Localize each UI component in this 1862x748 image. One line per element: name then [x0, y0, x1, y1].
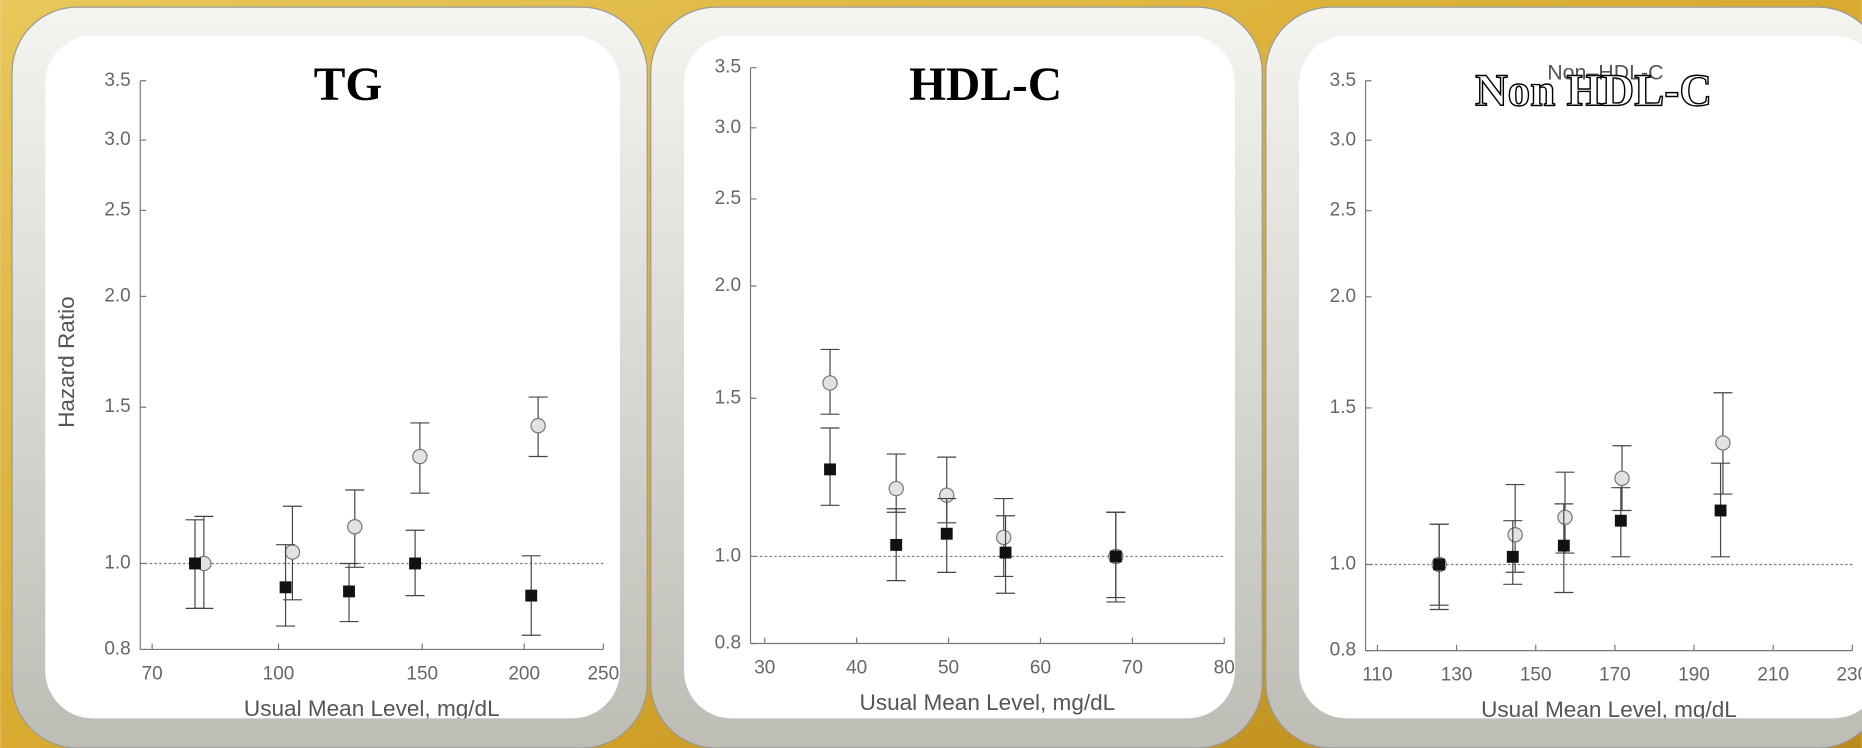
x-tick-label: 200: [508, 663, 540, 684]
point: [343, 585, 355, 598]
x-tick-label: 100: [263, 663, 295, 684]
point: [525, 589, 538, 602]
y-tick-label: 0.8: [104, 638, 130, 659]
y-axis-label: Hazard Ratio: [54, 296, 79, 428]
y-tick-label: 1.0: [1330, 553, 1356, 574]
y-tick-label: 3.5: [715, 57, 741, 78]
chart-title: HDL-C: [909, 59, 1062, 111]
point: [284, 544, 301, 560]
x-tick-label: 150: [406, 663, 438, 684]
chart: 0.8 1.0 1.5 2.0 2.5 3.0 3.5 30 40 50 60 70 80 Usual M…: [715, 57, 1235, 715]
y-tick-label: 0.8: [1330, 640, 1356, 661]
point: [888, 480, 904, 497]
point: [1109, 550, 1122, 563]
point: [409, 557, 422, 570]
x-tick-label: 110: [1362, 665, 1392, 686]
point: [995, 529, 1012, 546]
y-tick-label: 2.5: [715, 188, 741, 209]
point: [999, 546, 1012, 559]
point: [824, 463, 836, 476]
panel: [684, 35, 1235, 719]
point: [1507, 527, 1523, 543]
point: [530, 417, 546, 434]
y-tick-label: 0.8: [715, 633, 741, 654]
point: [890, 538, 903, 551]
point: [1506, 550, 1519, 563]
point: [347, 519, 363, 535]
y-tick-label: 1.0: [715, 545, 741, 566]
x-tick-label: 30: [754, 657, 775, 678]
point: [1557, 539, 1570, 552]
x-tick-label: 70: [142, 663, 163, 684]
subtitle: Non–HDL-C: [1547, 60, 1663, 84]
point: [940, 527, 953, 540]
x-tick-label: 170: [1599, 665, 1631, 686]
x-tick-label: 210: [1757, 665, 1789, 686]
panel: [1299, 35, 1862, 719]
y-tick-label: 1.5: [104, 396, 130, 417]
x-tick-label: 230: [1837, 665, 1862, 686]
point: [1715, 435, 1731, 451]
point: [1557, 509, 1573, 526]
point: [189, 557, 201, 570]
y-tick-label: 2.0: [1330, 286, 1356, 307]
y-tick-label: 1.5: [1330, 397, 1356, 418]
x-tick-label: 130: [1441, 665, 1473, 686]
y-tick-label: 1.5: [715, 387, 741, 408]
y-tick-label: 3.0: [104, 129, 130, 150]
y-tick-label: 3.5: [104, 70, 130, 91]
x-tick-label: 60: [1030, 657, 1051, 678]
y-tick-label: 2.0: [104, 285, 130, 306]
y-tick-label: 2.0: [715, 275, 741, 296]
x-tick-label: 40: [846, 657, 867, 678]
x-axis-label: Usual Mean Level, mg/dL: [1481, 697, 1737, 722]
point: [412, 448, 428, 465]
chart-title: Non HDL-C: [1475, 65, 1712, 115]
y-tick-label: 3.0: [1330, 129, 1356, 150]
panel: [45, 35, 620, 719]
point: [1614, 514, 1627, 527]
x-axis-label: Usual Mean Level, mg/dL: [860, 690, 1116, 715]
y-tick-label: 3.0: [715, 117, 741, 138]
y-tick-label: 2.5: [104, 199, 130, 220]
y-tick-label: 1.0: [104, 552, 130, 573]
x-axis-label: Usual Mean Level, mg/dL: [244, 696, 500, 721]
point: [1714, 504, 1727, 517]
point: [822, 375, 838, 391]
x-tick-label: 70: [1122, 657, 1143, 678]
x-tick-label: 190: [1678, 665, 1710, 686]
chart: 0.8 1.0 1.5 2.0 2.5 3.0 3.5 70 100 150 200 250 Usual…: [54, 59, 619, 721]
x-tick-label: 80: [1214, 657, 1235, 678]
y-tick-label: 3.5: [1330, 70, 1356, 91]
y-tick-label: 2.5: [1330, 200, 1356, 221]
x-tick-label: 250: [587, 663, 619, 684]
point: [279, 581, 292, 594]
x-tick-label: 150: [1520, 665, 1552, 686]
x-tick-label: 50: [938, 657, 959, 678]
chart-title: TG: [314, 59, 383, 111]
chart: 0.8 1.0 1.5 2.0 2.5 3.0 3.5 110 130 150 170 190 210 2…: [1330, 60, 1862, 722]
point: [1433, 558, 1446, 571]
point: [1614, 470, 1630, 487]
